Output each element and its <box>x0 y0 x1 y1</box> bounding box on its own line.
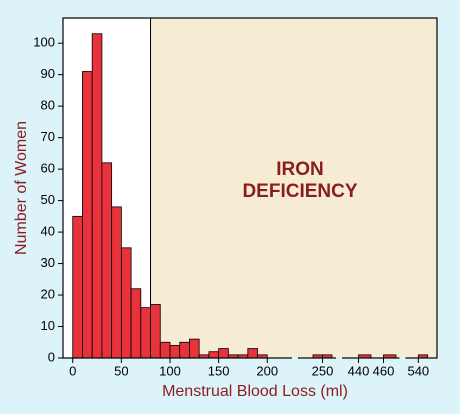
bar <box>218 348 229 359</box>
y-tick-label: 70 <box>41 129 55 144</box>
x-tick-label: 460 <box>373 363 395 378</box>
y-tick-label: 80 <box>41 98 55 113</box>
bar <box>91 33 103 359</box>
bar <box>189 338 200 359</box>
x-tick-label: 440 <box>348 363 370 378</box>
x-tick-label: 540 <box>407 363 429 378</box>
y-tick-label: 10 <box>41 318 55 333</box>
x-axis-label: Menstrual Blood Loss (ml) <box>162 383 348 400</box>
bar <box>159 341 171 359</box>
bar <box>150 304 161 359</box>
bar <box>120 247 132 359</box>
plot-frame <box>62 17 438 359</box>
x-tick-label: 0 <box>69 363 76 378</box>
annotation: DEFICIENCY <box>242 181 357 202</box>
y-tick-label: 100 <box>33 35 55 50</box>
x-tick-label: 250 <box>312 363 334 378</box>
bar <box>101 162 113 359</box>
y-axis-label: Number of Women <box>13 121 30 255</box>
bar <box>82 71 93 359</box>
bar <box>169 345 181 359</box>
annotation: IRON <box>276 159 324 180</box>
y-tick-label: 40 <box>41 224 55 239</box>
axis-break <box>336 356 342 360</box>
bar <box>72 215 83 359</box>
y-tick-label: 30 <box>41 255 55 270</box>
axis-break <box>292 356 298 360</box>
bar <box>179 341 190 359</box>
bar <box>130 288 142 359</box>
bar <box>208 351 220 359</box>
x-tick-label: 100 <box>159 363 181 378</box>
bar <box>140 307 151 359</box>
y-tick-label: 0 <box>48 349 55 364</box>
y-tick-label: 60 <box>41 161 55 176</box>
y-tick-label: 50 <box>41 192 55 207</box>
y-tick-label: 90 <box>41 66 55 81</box>
bar <box>111 206 122 359</box>
y-tick-label: 20 <box>41 286 55 301</box>
shaded-region <box>150 18 437 358</box>
x-tick-label: 50 <box>114 363 128 378</box>
x-tick-label: 200 <box>256 363 278 378</box>
bar <box>247 348 258 359</box>
axis-break <box>399 356 406 360</box>
x-tick-label: 150 <box>208 363 230 378</box>
